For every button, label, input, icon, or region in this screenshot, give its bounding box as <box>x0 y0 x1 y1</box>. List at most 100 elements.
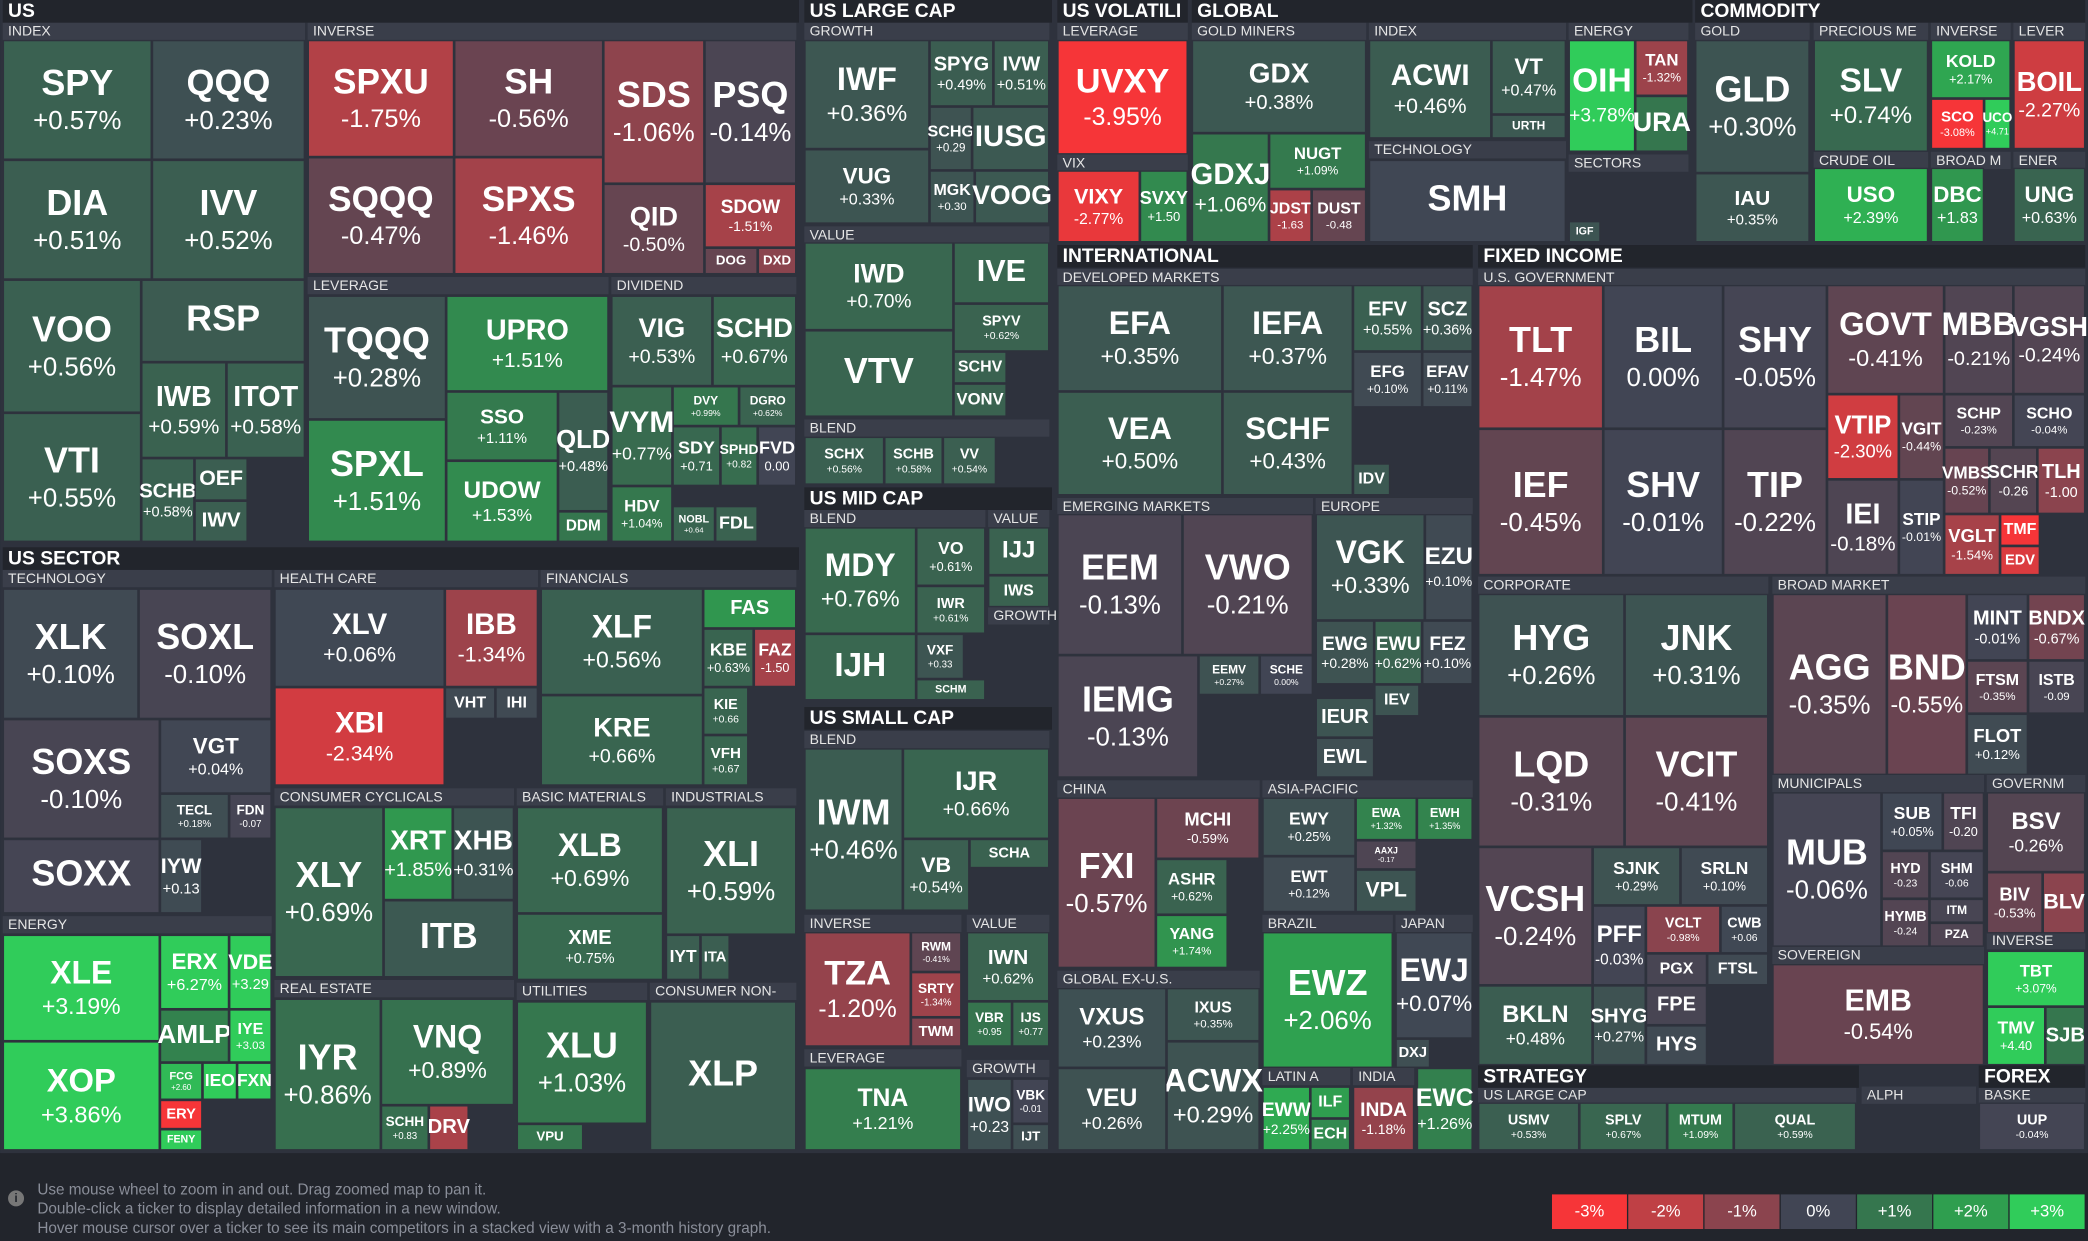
tile[interactable] <box>953 303 1050 352</box>
ticker[interactable]: HYG <box>1512 617 1590 658</box>
tile[interactable] <box>804 242 954 331</box>
tile[interactable] <box>2028 593 2086 661</box>
tile[interactable] <box>1478 428 1604 576</box>
ticker[interactable]: TWM <box>919 1024 954 1040</box>
ticker[interactable]: TIP <box>1747 464 1803 505</box>
ticker[interactable]: XLF <box>592 608 652 644</box>
ticker[interactable]: VFH <box>711 745 741 762</box>
tile[interactable] <box>916 633 965 680</box>
ticker[interactable]: FENY <box>167 1134 195 1146</box>
tile[interactable] <box>1315 737 1375 778</box>
tile[interactable] <box>1624 593 1769 717</box>
tile[interactable] <box>274 588 445 688</box>
tile[interactable] <box>712 295 797 387</box>
ticker[interactable]: SCHF <box>1245 411 1330 446</box>
ticker[interactable]: SHY <box>1738 319 1812 360</box>
tile[interactable] <box>916 679 986 701</box>
tile[interactable] <box>1966 593 2029 661</box>
ticker[interactable]: MCHI <box>1184 809 1231 830</box>
ticker[interactable]: IDV <box>1358 471 1385 488</box>
ticker[interactable]: SQQQ <box>328 180 433 219</box>
tile[interactable] <box>1929 922 1985 947</box>
tile[interactable] <box>1930 39 2011 99</box>
tile[interactable] <box>1012 1078 1050 1124</box>
ticker[interactable]: XLI <box>703 833 759 874</box>
tile[interactable] <box>1315 697 1375 738</box>
tile[interactable] <box>1368 39 1492 139</box>
tile[interactable] <box>1057 513 1183 656</box>
ticker[interactable]: ITOT <box>233 381 298 413</box>
ticker[interactable]: EWG <box>1322 634 1368 655</box>
tile[interactable] <box>383 806 453 901</box>
tile[interactable] <box>704 183 797 248</box>
ticker[interactable]: VBR <box>975 1010 1004 1025</box>
tile[interactable] <box>1355 797 1417 841</box>
ticker[interactable]: PGX <box>1660 961 1694 978</box>
tile[interactable] <box>993 39 1050 107</box>
ticker[interactable]: VGT <box>193 733 239 758</box>
tile[interactable] <box>804 748 903 911</box>
ticker[interactable]: GOVT <box>1839 305 1932 342</box>
ticker[interactable]: VV <box>960 447 980 463</box>
tile[interactable] <box>1269 189 1312 243</box>
tile[interactable] <box>1635 95 1689 152</box>
tile[interactable] <box>274 687 445 786</box>
ticker[interactable]: JDST <box>1270 201 1311 218</box>
ticker[interactable]: FAS <box>730 597 769 619</box>
ticker[interactable]: SCHD <box>716 312 793 343</box>
tile[interactable] <box>159 1129 203 1151</box>
ticker[interactable]: DGRO <box>750 393 786 407</box>
ticker[interactable]: HYD <box>1890 861 1920 877</box>
ticker[interactable]: FLOT <box>1973 725 2022 746</box>
ticker[interactable]: TMV <box>1997 1018 2034 1038</box>
ticker[interactable]: IVV <box>199 182 257 223</box>
tile[interactable] <box>603 39 705 184</box>
ticker[interactable]: SCHR <box>1988 462 2039 482</box>
tile[interactable] <box>1269 133 1367 190</box>
ticker[interactable]: SCHG <box>928 122 975 140</box>
ticker[interactable]: CWB <box>1727 915 1761 931</box>
ticker[interactable]: IVE <box>977 254 1026 288</box>
tile[interactable] <box>516 1001 648 1124</box>
ticker[interactable]: XLB <box>558 827 622 863</box>
ticker[interactable]: UUP <box>2017 1113 2048 1129</box>
tile[interactable] <box>2042 872 2086 934</box>
tile[interactable] <box>1579 1102 1668 1151</box>
ticker[interactable]: XLV <box>332 608 388 641</box>
ticker[interactable]: XLK <box>35 616 107 657</box>
ticker[interactable]: FTSL <box>1718 961 1758 978</box>
ticker[interactable]: DVY <box>693 393 718 407</box>
ticker[interactable]: FDN <box>236 802 264 817</box>
ticker[interactable]: VNQ <box>413 1019 482 1055</box>
tile[interactable] <box>1262 1086 1311 1151</box>
tile[interactable] <box>229 934 272 1010</box>
ticker[interactable]: QUAL <box>1775 1113 1816 1129</box>
ticker[interactable]: BNDX <box>2028 607 2085 629</box>
ticker[interactable]: SHM <box>1941 861 1973 877</box>
tile[interactable] <box>1978 1102 2086 1151</box>
tile[interactable] <box>1966 660 2029 714</box>
ticker[interactable]: IWB <box>156 381 212 413</box>
tile[interactable] <box>804 633 917 701</box>
tile[interactable] <box>2013 39 2086 150</box>
tile[interactable] <box>446 391 558 461</box>
tile[interactable] <box>804 149 930 224</box>
ticker[interactable]: SSO <box>480 405 524 428</box>
ticker[interactable]: XLY <box>296 854 363 895</box>
ticker[interactable]: ITA <box>704 949 727 965</box>
ticker[interactable]: EWA <box>1372 805 1401 820</box>
ticker[interactable]: IWM <box>817 792 891 833</box>
tile[interactable] <box>151 159 305 280</box>
ticker[interactable]: IAU <box>1734 187 1770 210</box>
tile[interactable] <box>902 748 1050 839</box>
tile[interactable] <box>141 279 305 363</box>
ticker[interactable]: VB <box>921 852 951 877</box>
ticker[interactable]: EFA <box>1109 305 1171 341</box>
ticker[interactable]: TLH <box>2042 461 2081 483</box>
tile[interactable] <box>1772 792 1882 947</box>
tile[interactable] <box>974 170 1050 224</box>
ticker[interactable]: EDV <box>2005 552 2035 568</box>
tile[interactable] <box>804 39 930 150</box>
ticker[interactable]: VGLT <box>1948 525 1996 546</box>
tile[interactable] <box>1155 858 1228 915</box>
